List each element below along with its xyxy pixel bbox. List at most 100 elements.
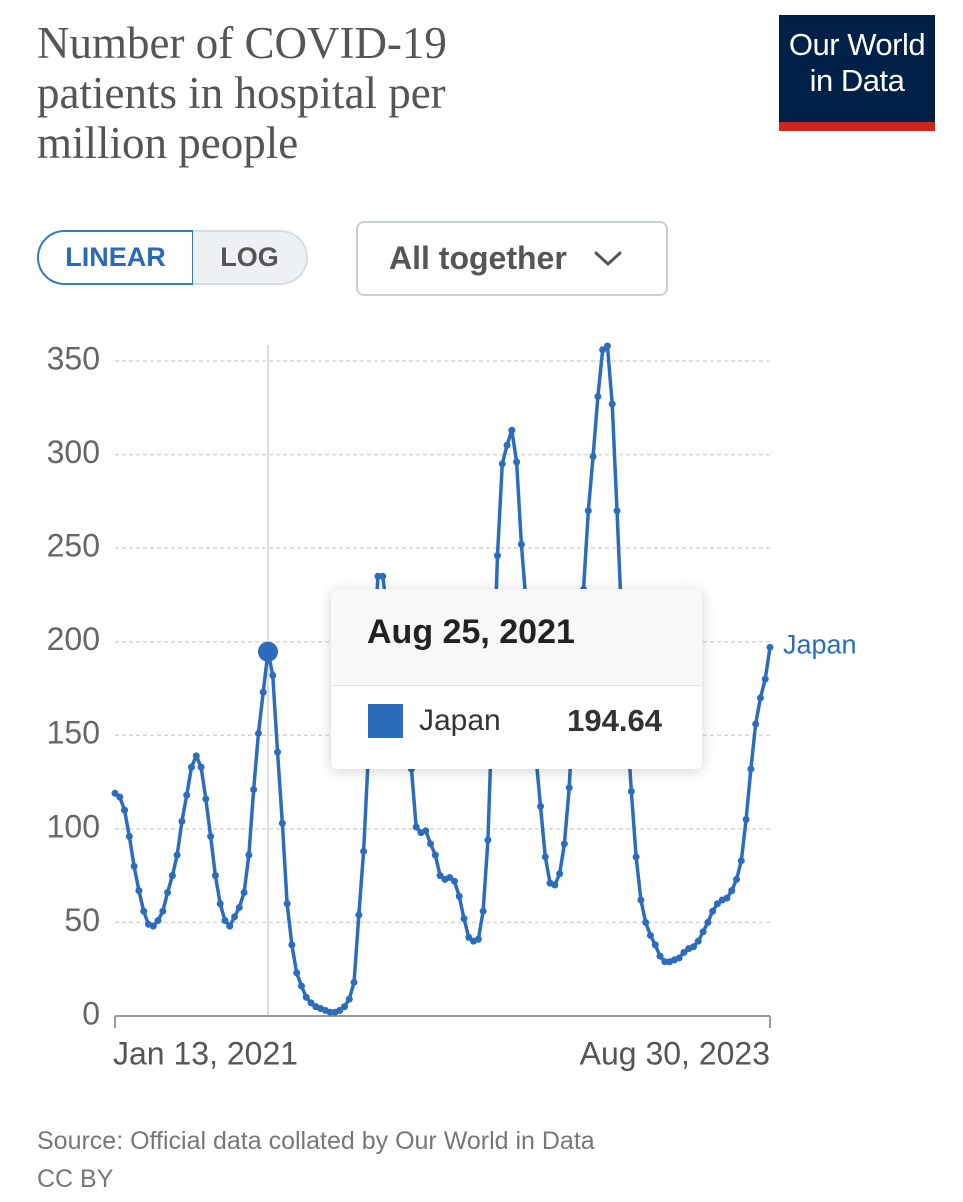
tooltip-row: Japan 194.64 xyxy=(331,686,702,769)
point xyxy=(183,791,191,799)
point xyxy=(197,763,205,771)
point xyxy=(307,999,315,1007)
point xyxy=(446,874,454,882)
point xyxy=(460,915,468,923)
point xyxy=(216,900,224,908)
point xyxy=(656,952,664,960)
point xyxy=(427,840,435,848)
dropdown-label: All together xyxy=(389,240,567,276)
point xyxy=(694,937,702,945)
point xyxy=(422,827,430,835)
point xyxy=(627,787,635,795)
tooltip-series-name: Japan xyxy=(419,704,501,737)
tooltip-swatch xyxy=(368,704,403,738)
point xyxy=(599,346,607,354)
point xyxy=(226,922,234,930)
y-tick-label: 0 xyxy=(82,995,100,1031)
logo[interactable]: Our World in Data xyxy=(779,15,935,131)
series-label: Japan xyxy=(783,629,857,659)
point xyxy=(479,907,487,915)
point xyxy=(121,806,129,814)
point xyxy=(450,877,458,885)
point xyxy=(116,793,124,801)
point xyxy=(541,853,549,861)
point xyxy=(274,748,282,756)
point xyxy=(436,872,444,880)
point xyxy=(723,894,731,902)
point xyxy=(594,393,602,401)
point xyxy=(584,507,592,515)
point xyxy=(752,720,760,728)
point xyxy=(240,888,248,896)
point xyxy=(269,671,277,679)
logo-line: Our World xyxy=(788,27,926,62)
source-text: Source: Official data collated by Our Wo… xyxy=(37,1127,595,1155)
logo-line: in Data xyxy=(809,63,905,98)
point xyxy=(340,1003,348,1011)
point xyxy=(283,900,291,908)
point xyxy=(728,887,736,895)
point xyxy=(709,907,717,915)
point xyxy=(637,896,645,904)
point xyxy=(603,342,611,350)
source: Source: Official data collated by Our Wo… xyxy=(37,1122,595,1198)
point xyxy=(192,752,200,760)
point xyxy=(207,832,215,840)
point xyxy=(493,552,501,560)
y-tick-label: 300 xyxy=(47,434,100,470)
point xyxy=(742,816,750,823)
point xyxy=(173,851,181,859)
point xyxy=(154,917,162,925)
point xyxy=(178,817,186,825)
point xyxy=(431,851,439,859)
point xyxy=(125,832,133,840)
point xyxy=(293,969,301,977)
point xyxy=(642,918,650,926)
tooltip-date: Aug 25, 2021 xyxy=(331,589,702,686)
point xyxy=(737,857,745,865)
point xyxy=(130,862,138,870)
point xyxy=(761,675,769,683)
point xyxy=(455,892,463,900)
point xyxy=(565,784,573,792)
point xyxy=(517,540,525,548)
y-tick-label: 100 xyxy=(47,808,100,844)
x-tick-label: Aug 30, 2023 xyxy=(580,1035,770,1071)
log-button[interactable]: LOG xyxy=(193,230,308,285)
point xyxy=(632,853,640,861)
chevron xyxy=(594,251,622,265)
point xyxy=(537,802,545,810)
point xyxy=(680,948,688,956)
y-tick-label: 200 xyxy=(47,621,100,657)
point xyxy=(140,907,148,915)
point xyxy=(202,795,210,803)
point xyxy=(111,789,119,797)
point xyxy=(484,836,492,844)
point xyxy=(651,941,659,949)
point xyxy=(556,870,564,878)
point xyxy=(221,917,229,925)
tooltip: Aug 25, 2021 Japan 194.64 xyxy=(331,589,702,769)
dropdown[interactable]: All together xyxy=(356,221,668,296)
point xyxy=(646,932,654,940)
point xyxy=(355,911,363,919)
point xyxy=(589,452,597,460)
point xyxy=(235,903,243,911)
point xyxy=(465,933,473,941)
y-tick-label: 350 xyxy=(47,340,100,376)
point xyxy=(302,993,310,1001)
point xyxy=(690,943,698,951)
point xyxy=(733,875,741,883)
point xyxy=(288,941,296,949)
point xyxy=(513,458,521,466)
point xyxy=(713,900,721,908)
point xyxy=(560,840,568,848)
point xyxy=(747,765,755,773)
point xyxy=(250,786,258,794)
point xyxy=(297,982,305,990)
point xyxy=(379,572,387,580)
point xyxy=(503,441,511,449)
point xyxy=(608,400,616,408)
